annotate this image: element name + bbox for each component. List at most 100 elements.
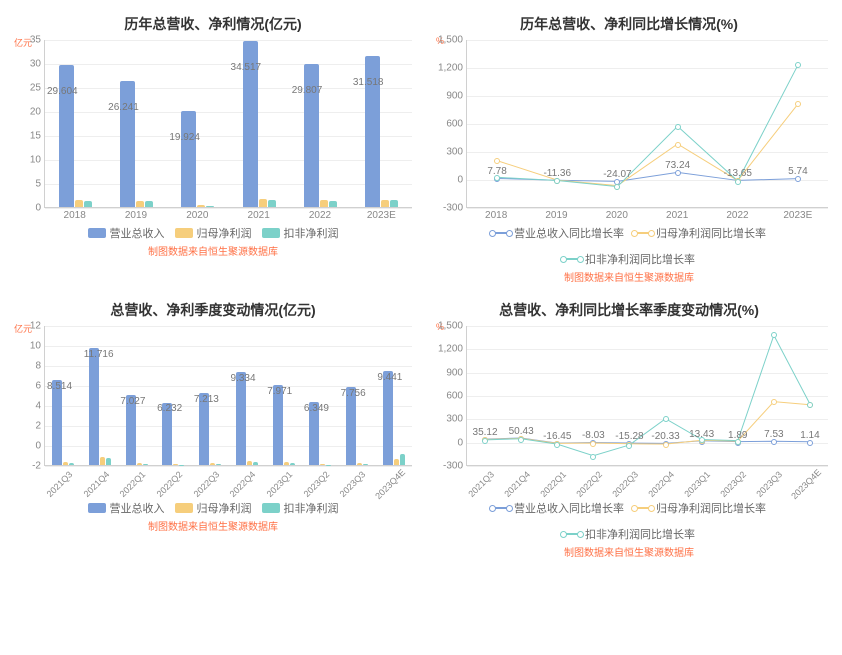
legend-label: 营业总收入 <box>110 500 165 516</box>
bar <box>89 348 99 465</box>
bar-value-label: 29.604 <box>47 86 78 97</box>
legend-swatch <box>88 228 106 238</box>
y-axis-tick: 4 <box>17 401 41 412</box>
y-axis-tick: 12 <box>17 321 41 332</box>
bar-value-label: 7.213 <box>194 394 219 405</box>
bar <box>181 111 196 207</box>
bar <box>329 201 337 207</box>
x-axis: 2021Q32021Q42022Q12022Q22022Q32022Q42023… <box>466 468 828 496</box>
bar-value-label: 6.232 <box>157 403 182 414</box>
grid-line <box>467 208 828 209</box>
y-axis-tick: 900 <box>427 91 463 102</box>
legend-label: 扣非净利润同比增长率 <box>585 251 695 267</box>
line-value-label: -11.36 <box>543 168 571 179</box>
bar-value-label: 11.716 <box>84 349 114 360</box>
legend-item: 扣非净利润 <box>262 225 339 241</box>
grid-line <box>467 466 828 467</box>
line-value-label: -20.33 <box>651 431 679 442</box>
bar <box>357 463 362 465</box>
bar-group: 9.441 <box>375 326 412 465</box>
line-value-label: 5.74 <box>788 166 807 177</box>
line-value-label: 1.89 <box>728 430 747 441</box>
bar <box>69 463 74 465</box>
bar <box>253 462 258 466</box>
bar <box>120 81 135 207</box>
y-axis-tick: -300 <box>427 203 463 214</box>
bar <box>216 464 221 466</box>
x-axis-tick: 2020 <box>587 210 647 221</box>
x-axis: 2021Q32021Q42022Q12022Q22022Q32022Q42023… <box>44 468 412 496</box>
bar <box>381 200 389 207</box>
bar <box>75 200 83 207</box>
chart-title: 历年总营收、净利同比增长情况(%) <box>430 14 828 34</box>
y-axis-tick: 15 <box>17 131 41 142</box>
y-axis-tick: 300 <box>427 147 463 158</box>
bar-group: 11.716 <box>82 326 119 465</box>
line-value-label: -16.45 <box>543 431 571 442</box>
line-value-label: -13.65 <box>724 168 752 179</box>
chart-source: 制图数据来自恒生聚源数据库 <box>14 243 412 258</box>
legend-swatch <box>175 503 193 513</box>
line-value-label: 7.53 <box>764 429 783 440</box>
grid-line <box>45 208 412 209</box>
bar <box>326 465 331 466</box>
y-axis-tick: 300 <box>427 414 463 425</box>
chart-title: 历年总营收、净利情况(亿元) <box>14 14 412 34</box>
legend-label: 营业总收入同比增长率 <box>514 225 624 241</box>
bar <box>197 205 205 207</box>
bar-group: 7.971 <box>265 326 302 465</box>
bar <box>100 457 105 465</box>
chart-legend: 营业总收入同比增长率归母净利润同比增长率扣非净利润同比增长率 <box>430 225 828 267</box>
line-marker <box>675 142 681 148</box>
legend-line-swatch <box>634 507 652 509</box>
y-axis-tick: 5 <box>17 179 41 190</box>
y-axis-tick: -300 <box>427 461 463 472</box>
line-value-label: -15.28 <box>615 431 643 442</box>
y-axis-tick: 25 <box>17 83 41 94</box>
y-axis-tick: 8 <box>17 361 41 372</box>
bar-group: 8.514 <box>45 326 82 465</box>
y-axis-tick: 10 <box>17 155 41 166</box>
y-axis-tick: 0 <box>427 437 463 448</box>
line-marker <box>675 124 681 130</box>
line-value-label: 73.24 <box>665 160 690 171</box>
bar <box>320 464 325 465</box>
line-value-label: -8.03 <box>582 430 605 441</box>
bar-value-label: 9.441 <box>377 372 402 383</box>
legend-swatch <box>262 228 280 238</box>
legend-swatch <box>175 228 193 238</box>
x-axis: 201820192020202120222023E <box>466 210 828 221</box>
bar <box>106 458 111 465</box>
panel-quarterly-revenue: 总营收、净利季度变动情况(亿元)亿元-20246810128.51411.716… <box>10 296 416 561</box>
bar-value-label: 7.027 <box>120 396 145 407</box>
x-axis-tick: 2020 <box>167 210 228 221</box>
bar-value-label: 31.518 <box>353 77 384 88</box>
legend-line-swatch <box>563 533 581 535</box>
legend-line-swatch <box>492 507 510 509</box>
line-value-label: 7.78 <box>487 166 506 177</box>
bars-container: 8.51411.7167.0276.2327.2139.3347.9716.34… <box>45 326 412 465</box>
bar-group: 6.349 <box>302 326 339 465</box>
bar <box>63 462 68 465</box>
legend-label: 扣非净利润 <box>284 225 339 241</box>
line-value-label: 35.12 <box>473 427 498 438</box>
bar <box>259 199 267 207</box>
bar-group: 29.604 <box>45 40 106 207</box>
bar <box>320 200 328 207</box>
bar-group: 19.924 <box>167 40 228 207</box>
bar <box>143 464 148 466</box>
y-axis-tick: 1,500 <box>427 35 463 46</box>
x-axis-tick: 2023E <box>768 210 828 221</box>
line-series-svg <box>467 40 828 207</box>
legend-label: 归母净利润同比增长率 <box>656 500 766 516</box>
y-axis-tick: 0 <box>17 203 41 214</box>
x-axis-tick: 2023E <box>351 210 412 221</box>
legend-label: 归母净利润 <box>197 225 252 241</box>
line-marker <box>735 179 741 185</box>
chart-source: 制图数据来自恒生聚源数据库 <box>430 544 828 559</box>
x-axis-tick: 2021 <box>228 210 289 221</box>
bar <box>236 372 246 465</box>
legend-item: 扣非净利润同比增长率 <box>563 251 695 267</box>
y-axis-tick: 600 <box>427 391 463 402</box>
line-marker <box>482 438 488 444</box>
